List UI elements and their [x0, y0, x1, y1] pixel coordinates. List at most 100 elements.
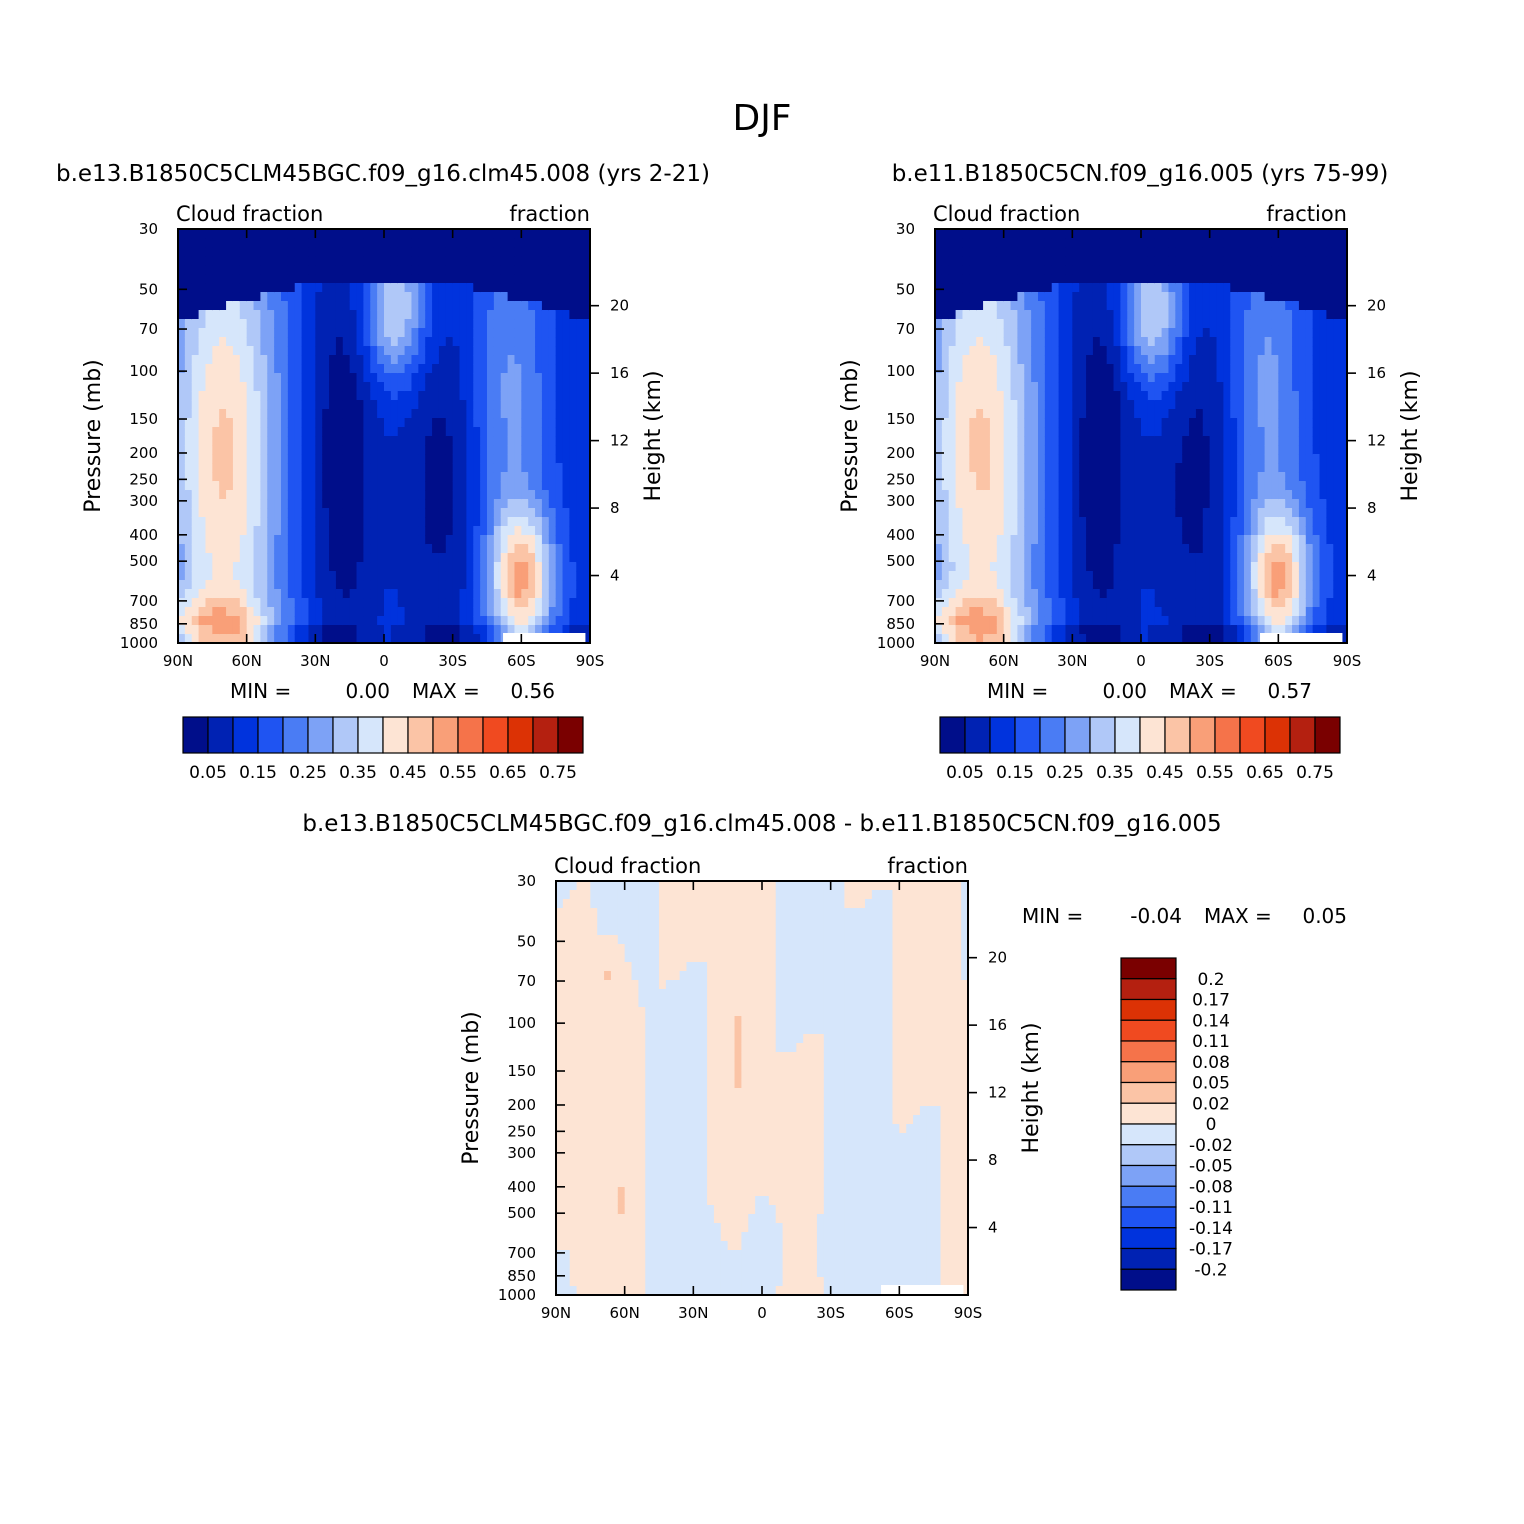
contour-cell: [935, 517, 943, 527]
contour-cell: [1216, 535, 1224, 545]
contour-cell: [1182, 445, 1190, 455]
contour-cell: [1038, 310, 1046, 320]
contour-cell: [1230, 310, 1238, 320]
contour-cell: [459, 562, 467, 572]
contour-cell: [1044, 364, 1053, 374]
contour-cell: [219, 562, 227, 572]
contour-cell: [363, 508, 371, 518]
contour-cell: [1127, 553, 1135, 563]
contour-cell: [1237, 472, 1245, 482]
contour-cell: [1113, 589, 1121, 599]
contour-cell: [274, 589, 282, 599]
contour-cell: [1024, 625, 1032, 635]
contour-cell: [555, 301, 564, 311]
contour-cell: [1024, 346, 1032, 356]
contour-cell: [438, 463, 447, 473]
contour-cell: [535, 319, 543, 329]
contour-cell: [246, 256, 255, 266]
contour-cell: [576, 292, 584, 302]
contour-cell: [1113, 580, 1121, 590]
contour-cell: [205, 580, 213, 590]
contour-cell: [1051, 265, 1060, 275]
contour-cell: [370, 463, 378, 473]
contour-cell: [948, 589, 957, 599]
contour-cell: [1051, 463, 1060, 473]
contour-cell: [1092, 481, 1101, 491]
contour-cell: [178, 301, 186, 311]
contour-cell: [969, 544, 977, 554]
contour-cell: [1189, 301, 1197, 311]
contour-cell: [576, 499, 584, 509]
contour-cell: [1120, 283, 1128, 293]
contour-cell: [983, 427, 991, 437]
contour-cell: [583, 535, 591, 545]
contour-cell: [569, 247, 577, 257]
contour-cell: [983, 553, 991, 563]
contour-cell: [1182, 616, 1190, 626]
contour-cell: [281, 544, 289, 554]
contour-cell: [253, 553, 261, 563]
contour-cell: [1141, 481, 1149, 491]
contour-cell: [1230, 427, 1238, 437]
contour-cell: [941, 274, 950, 284]
contour-cell: [562, 238, 570, 248]
contour-cell: [1051, 436, 1060, 446]
contour-cell: [1223, 598, 1231, 608]
contour-cell: [1058, 328, 1067, 338]
contour-cell: [1106, 526, 1115, 536]
contour-cell: [969, 445, 977, 455]
contour-cell: [260, 247, 268, 257]
contour-cell: [1003, 436, 1012, 446]
contour-cell: [1230, 445, 1238, 455]
contour-cell: [384, 328, 392, 338]
contour-cell: [219, 373, 227, 383]
contour-cell: [1168, 517, 1176, 527]
contour-cell: [390, 445, 399, 455]
contour-cell: [1175, 508, 1183, 518]
contour-cell: [226, 499, 234, 509]
contour-cell: [397, 490, 406, 500]
contour-cell: [384, 418, 392, 428]
contour-cell: [466, 391, 474, 401]
contour-cell: [377, 490, 385, 500]
contour-cell: [390, 382, 399, 392]
contour-cell: [452, 373, 461, 383]
contour-cell: [562, 508, 570, 518]
contour-cell: [322, 382, 330, 392]
contour-cell: [226, 490, 234, 500]
contour-cell: [294, 292, 303, 302]
contour-cell: [191, 427, 200, 437]
contour-cell: [1161, 418, 1170, 428]
contour-cell: [322, 355, 330, 365]
contour-cell: [528, 355, 536, 365]
contour-cell: [329, 580, 337, 590]
contour-cell: [1168, 346, 1176, 356]
contour-cell: [1134, 625, 1142, 635]
contour-cell: [1120, 355, 1128, 365]
contour-cell: [1134, 346, 1142, 356]
contour-cell: [322, 535, 330, 545]
contour-cell: [976, 382, 984, 392]
contour-cell: [356, 445, 364, 455]
contour-cell: [1202, 364, 1211, 374]
contour-cell: [1216, 589, 1224, 599]
contour-cell: [1024, 247, 1032, 257]
contour-cell: [1024, 373, 1032, 383]
contour-cell: [232, 580, 241, 590]
contour-cell: [363, 598, 371, 608]
contour-cell: [232, 301, 241, 311]
contour-cell: [232, 427, 241, 437]
contour-cell: [274, 508, 282, 518]
contour-cell: [1106, 319, 1115, 329]
contour-cell: [935, 391, 943, 401]
contour-cell: [1230, 346, 1238, 356]
contour-cell: [425, 391, 433, 401]
contour-cell: [397, 355, 406, 365]
contour-cell: [528, 391, 536, 401]
contour-cell: [473, 373, 481, 383]
contour-cell: [274, 301, 282, 311]
contour-cell: [1189, 229, 1197, 239]
contour-cell: [1168, 400, 1176, 410]
contour-cell: [452, 382, 461, 392]
contour-cell: [301, 571, 310, 581]
